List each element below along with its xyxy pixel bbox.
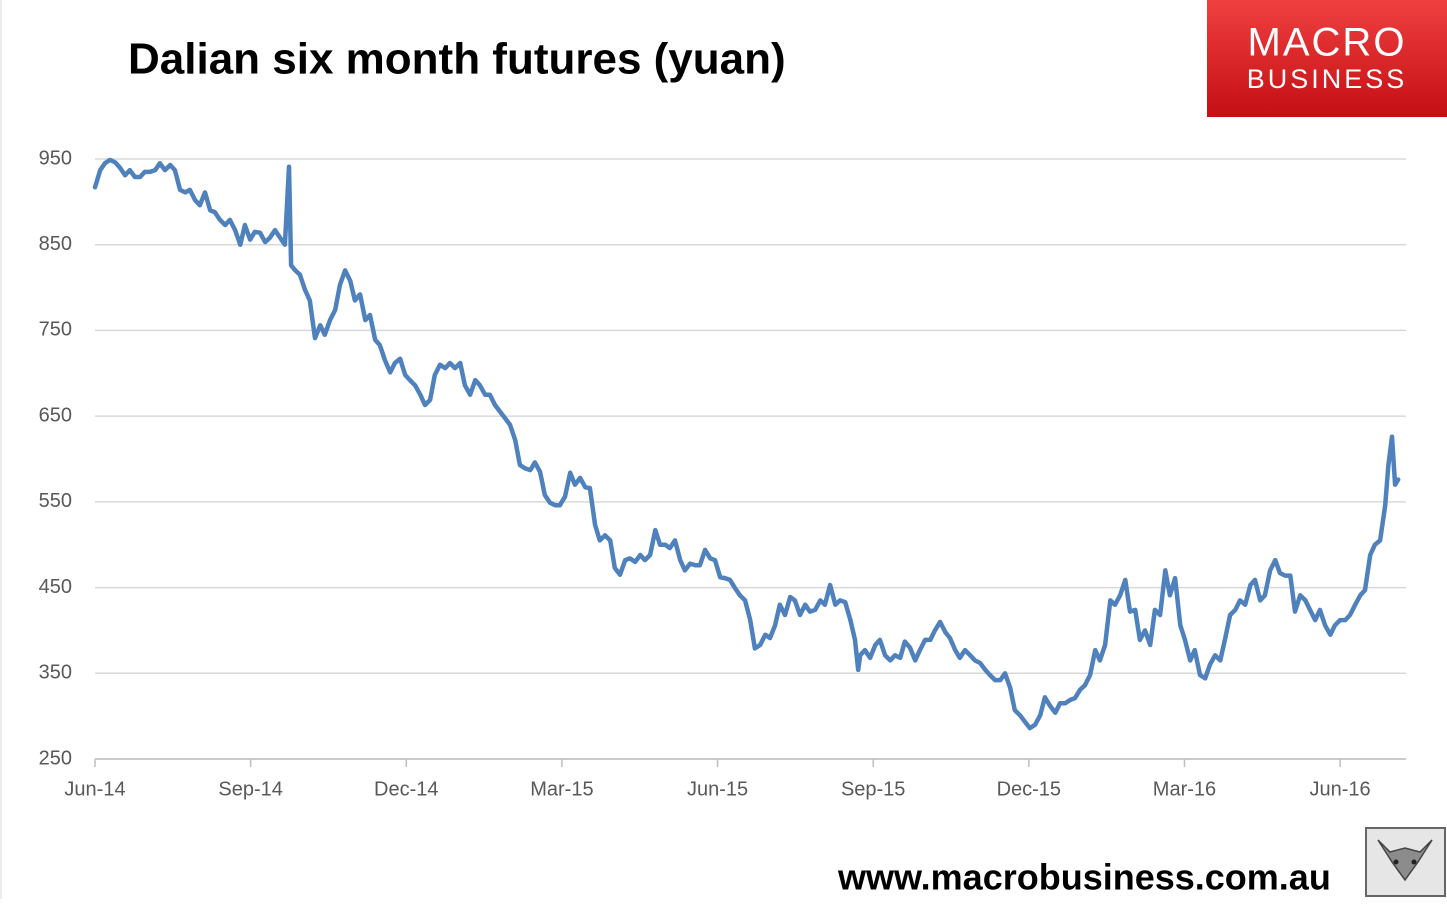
chart-title: Dalian six month futures (yuan) [128, 35, 786, 84]
x-tick-label: Sep-14 [218, 778, 283, 800]
y-tick-label: 250 [39, 747, 72, 769]
x-tick-label: Jun-14 [64, 778, 125, 800]
x-tick-label: Dec-14 [374, 778, 438, 800]
logo-text: BUSINESS [1247, 64, 1408, 94]
y-tick-label: 350 [39, 662, 72, 684]
wolf-logo [1365, 827, 1446, 897]
y-tick-label: 650 [39, 404, 72, 426]
x-tick-label: Dec-15 [997, 778, 1061, 800]
x-tick-label: Jun-16 [1310, 778, 1371, 800]
x-tick-label: Mar-15 [530, 778, 593, 800]
y-tick-label: 450 [39, 576, 72, 598]
x-tick-label: Jun-15 [687, 778, 748, 800]
x-tick-label: Mar-16 [1153, 778, 1216, 800]
data-line [92, 157, 1401, 731]
y-tick-label: 550 [39, 490, 72, 512]
x-tick-label: Sep-15 [841, 778, 906, 800]
y-tick-label: 850 [39, 233, 72, 255]
plot-area: 250 350 450 550 650 750 850 950 Jun-14 Sep-14 Dec-… [39, 147, 1406, 800]
logo-text: MACRO [1248, 21, 1407, 65]
y-tick-label: 750 [39, 319, 72, 341]
logo-box [1207, 0, 1447, 117]
y-tick-label: 950 [39, 147, 72, 169]
website: www.macrobusiness.com.au [837, 857, 1331, 898]
